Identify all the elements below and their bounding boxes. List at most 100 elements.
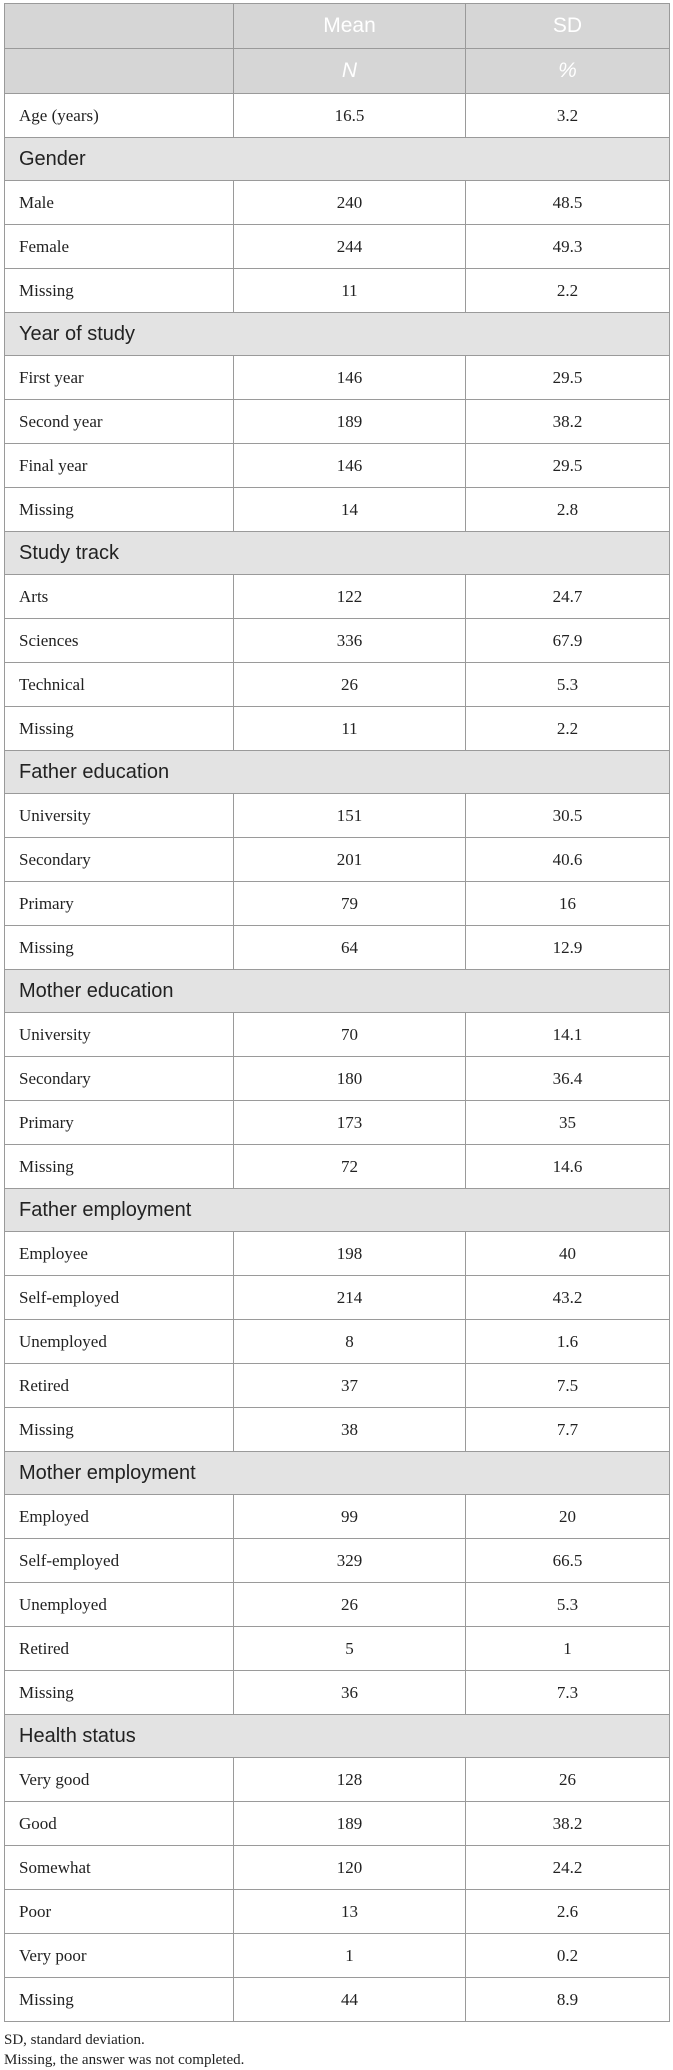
row-label: Missing <box>4 268 234 313</box>
row-label: Missing <box>4 706 234 751</box>
row-n: 5 <box>233 1626 466 1671</box>
row-n: 146 <box>233 355 466 400</box>
row-label: Technical <box>4 662 234 707</box>
table-row: Second year 189 38.2 <box>4 399 670 444</box>
table-row: Final year 146 29.5 <box>4 443 670 488</box>
row-label: Age (years) <box>4 93 234 138</box>
row-label: Primary <box>4 1100 234 1145</box>
table-row: University 151 30.5 <box>4 793 670 838</box>
table-row: Retired 5 1 <box>4 1626 670 1671</box>
row-percent: 2.2 <box>465 706 670 751</box>
table-row: Missing 38 7.7 <box>4 1407 670 1452</box>
header-percent: % <box>465 48 670 94</box>
section-title: Father education <box>4 750 670 794</box>
table-row: Unemployed 8 1.6 <box>4 1319 670 1364</box>
row-n: 329 <box>233 1538 466 1583</box>
table-row: Good 189 38.2 <box>4 1801 670 1846</box>
header-cell-blank <box>4 3 234 49</box>
table-row: Poor 13 2.6 <box>4 1889 670 1934</box>
row-n: 189 <box>233 399 466 444</box>
table-row: Primary 79 16 <box>4 881 670 926</box>
section-title: Health status <box>4 1714 670 1758</box>
row-n: 64 <box>233 925 466 970</box>
row-sd: 3.2 <box>465 93 670 138</box>
row-percent: 2.6 <box>465 1889 670 1934</box>
table-row: Primary 173 35 <box>4 1100 670 1145</box>
row-label: Sciences <box>4 618 234 663</box>
row-label: Male <box>4 180 234 225</box>
row-percent: 35 <box>465 1100 670 1145</box>
section-title: Mother education <box>4 969 670 1013</box>
table-row: Male 240 48.5 <box>4 180 670 225</box>
table-row: Somewhat 120 24.2 <box>4 1845 670 1890</box>
table-row: Missing 11 2.2 <box>4 268 670 313</box>
header-n: N <box>233 48 466 94</box>
row-n: 146 <box>233 443 466 488</box>
row-percent: 66.5 <box>465 1538 670 1583</box>
row-percent: 24.7 <box>465 574 670 619</box>
row-label: Final year <box>4 443 234 488</box>
row-percent: 24.2 <box>465 1845 670 1890</box>
row-label: Employee <box>4 1231 234 1276</box>
row-label: Arts <box>4 574 234 619</box>
row-label: University <box>4 793 234 838</box>
row-n: 36 <box>233 1670 466 1715</box>
row-label: Very poor <box>4 1933 234 1978</box>
row-percent: 38.2 <box>465 399 670 444</box>
row-label: Missing <box>4 487 234 532</box>
header-sd: SD <box>465 3 670 49</box>
table-row: Missing 44 8.9 <box>4 1977 670 2022</box>
row-n: 201 <box>233 837 466 882</box>
row-percent: 12.9 <box>465 925 670 970</box>
row-percent: 7.7 <box>465 1407 670 1452</box>
table-row: Very poor 1 0.2 <box>4 1933 670 1978</box>
header-row-2: N % <box>4 48 670 94</box>
table-row: Employed 99 20 <box>4 1494 670 1539</box>
section-header-row: Mother employment <box>4 1451 670 1495</box>
row-n: 70 <box>233 1012 466 1057</box>
row-percent: 30.5 <box>465 793 670 838</box>
row-percent: 2.2 <box>465 268 670 313</box>
row-percent: 20 <box>465 1494 670 1539</box>
table-row: First year 146 29.5 <box>4 355 670 400</box>
row-label: Missing <box>4 1977 234 2022</box>
row-label: First year <box>4 355 234 400</box>
section-header-row: Gender <box>4 137 670 181</box>
table-row: Missing 64 12.9 <box>4 925 670 970</box>
row-percent: 2.8 <box>465 487 670 532</box>
row-n: 214 <box>233 1275 466 1320</box>
row-percent: 43.2 <box>465 1275 670 1320</box>
row-percent: 5.3 <box>465 1582 670 1627</box>
row-label: Good <box>4 1801 234 1846</box>
row-label: Self-employed <box>4 1538 234 1583</box>
row-label: Very good <box>4 1757 234 1802</box>
row-label: Retired <box>4 1363 234 1408</box>
row-percent: 7.5 <box>465 1363 670 1408</box>
row-percent: 48.5 <box>465 180 670 225</box>
table-row: Retired 37 7.5 <box>4 1363 670 1408</box>
header-cell-blank <box>4 48 234 94</box>
table-row-age: Age (years) 16.5 3.2 <box>4 93 670 138</box>
row-label: Secondary <box>4 1056 234 1101</box>
row-n: 37 <box>233 1363 466 1408</box>
table-row: Secondary 201 40.6 <box>4 837 670 882</box>
row-n: 122 <box>233 574 466 619</box>
section-title: Year of study <box>4 312 670 356</box>
row-label: Self-employed <box>4 1275 234 1320</box>
section-header-row: Father education <box>4 750 670 794</box>
demographics-table: Mean SD N % Age (years) 16.5 3.2 Gender M… <box>4 3 670 2022</box>
row-percent: 1.6 <box>465 1319 670 1364</box>
row-percent: 49.3 <box>465 224 670 269</box>
row-n: 151 <box>233 793 466 838</box>
row-percent: 26 <box>465 1757 670 1802</box>
row-n: 1 <box>233 1933 466 1978</box>
row-percent: 36.4 <box>465 1056 670 1101</box>
table-row: Employee 198 40 <box>4 1231 670 1276</box>
row-percent: 5.3 <box>465 662 670 707</box>
row-label: Missing <box>4 1407 234 1452</box>
row-label: University <box>4 1012 234 1057</box>
row-mean: 16.5 <box>233 93 466 138</box>
row-percent: 7.3 <box>465 1670 670 1715</box>
row-n: 26 <box>233 1582 466 1627</box>
row-label: Second year <box>4 399 234 444</box>
